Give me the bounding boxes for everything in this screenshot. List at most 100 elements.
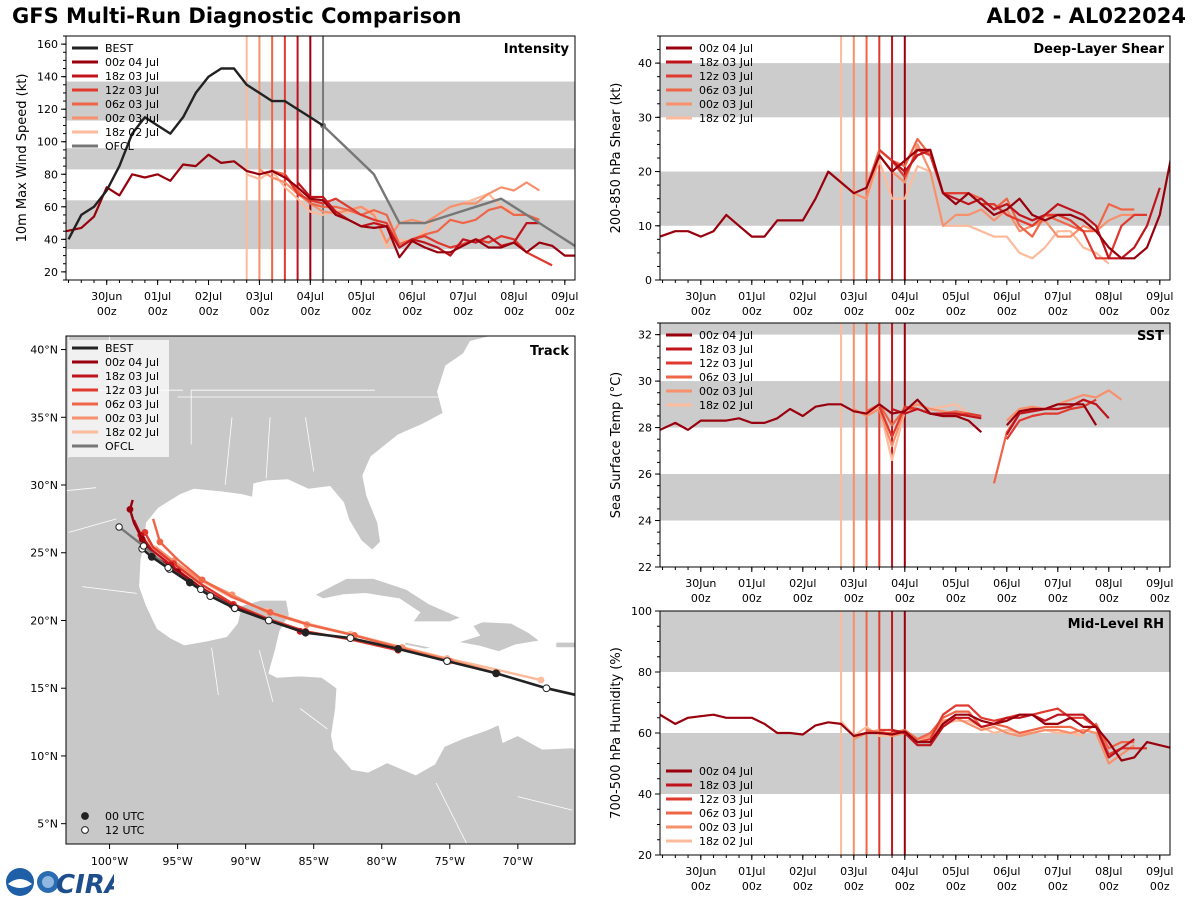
- shear-ylabel: 200-850 hPa Shear (kt): [609, 83, 624, 234]
- rh-xtick-date: 06Jul: [993, 865, 1020, 878]
- sst-frame: [659, 322, 1171, 568]
- shear-ytick-label: 0: [645, 274, 652, 287]
- storm-id-title: AL02 - AL022024: [986, 4, 1187, 28]
- shear-xtick-date: 07Jul: [1044, 290, 1071, 303]
- track-legend-bg: [69, 340, 169, 457]
- rh-xtick-date: 01Jul: [738, 865, 765, 878]
- track-frame: [65, 335, 576, 845]
- sst-xtick-hour: 00z: [1150, 592, 1170, 605]
- track-line-run_06z03: [151, 518, 451, 663]
- ofcl-track-point: [139, 542, 148, 550]
- sst-plot-area: [660, 323, 1170, 567]
- rh-xtick-hour: 00z: [691, 880, 711, 893]
- track-legend-label-run_00z03: 00z 03 Jul: [105, 412, 159, 425]
- shear-ytick-label: 40: [638, 57, 652, 70]
- sst-xtick-hour: 00z: [742, 592, 762, 605]
- intensity-xtick-hour: 00z: [504, 305, 524, 318]
- intensity-xtick-date: 08Jul: [500, 290, 527, 303]
- rh-xtick-date: 05Jul: [942, 865, 969, 878]
- intensity-xtick-hour: 00z: [300, 305, 320, 318]
- sst-legend-label-run_18z02: 18z 02 Jul: [699, 399, 753, 412]
- rh-xtick-hour: 00z: [997, 880, 1017, 893]
- track-ytick-label: 30°N: [30, 479, 58, 492]
- border-line-15: [517, 796, 573, 811]
- track-legend-label-run_00z04: 00z 04 Jul: [105, 356, 159, 369]
- intensity-legend-label-run_00z03: 00z 03 Jul: [105, 112, 159, 125]
- shear-ytick-label: 30: [638, 111, 652, 124]
- shear-legend-label-run_00z04: 00z 04 Jul: [699, 42, 753, 55]
- track-xtick-label: 70°W: [503, 855, 533, 868]
- track-legend-label-run_06z03: 06z 03 Jul: [105, 398, 159, 411]
- best-track-point: [492, 669, 500, 678]
- border-line-1: [224, 417, 233, 486]
- shear-xtick-date: 02Jul: [789, 290, 816, 303]
- best-track-point: [185, 578, 194, 587]
- intensity-legend-label-run_18z02: 18z 02 Jul: [105, 126, 159, 139]
- best-track-point: [443, 657, 451, 666]
- rh-xtick-date: 03Jul: [840, 865, 867, 878]
- sst-xtick-hour: 00z: [1048, 592, 1068, 605]
- shear-legend-label-run_18z03: 18z 03 Jul: [699, 56, 753, 69]
- intensity-xtick-date: 07Jul: [449, 290, 476, 303]
- intensity-xtick-date: 02Jul: [195, 290, 222, 303]
- rh-ytick-label: 40: [638, 788, 652, 801]
- sst-ytick-label: 24: [638, 515, 652, 528]
- intensity-legend-label-run_18z03: 18z 03 Jul: [105, 70, 159, 83]
- sst-ylabel: Sea Surface Temp (°C): [609, 372, 624, 519]
- border-line-0: [190, 389, 375, 445]
- shear-band-1: [660, 63, 1170, 118]
- best-track-point: [596, 697, 603, 704]
- sst-legend-label-run_00z04: 00z 04 Jul: [699, 329, 753, 342]
- intensity-legend-label-ofcl: OFCL: [105, 140, 135, 153]
- hispaniola: [457, 621, 541, 653]
- intensity-legend-label-best: BEST: [105, 42, 133, 55]
- rh-xtick-date: 30Jun: [685, 865, 716, 878]
- sst-ytick-label: 26: [638, 468, 652, 481]
- sst-xtick-date: 05Jul: [942, 577, 969, 590]
- intensity-xtick-hour: 00z: [351, 305, 371, 318]
- rh-legend-label-run_12z03: 12z 03 Jul: [699, 793, 753, 806]
- track-ytick-label: 15°N: [30, 682, 58, 695]
- rh-legend-label-run_00z03: 00z 03 Jul: [699, 821, 753, 834]
- rh-legend-label-run_06z03: 06z 03 Jul: [699, 807, 753, 820]
- mainland: [66, 336, 575, 844]
- intensity-legend-label-run_00z04: 00z 04 Jul: [105, 56, 159, 69]
- sst-ytick-label: 28: [638, 422, 652, 435]
- track-line-best: [141, 547, 575, 697]
- border-line-14: [435, 782, 468, 844]
- rh-legend-label-run_18z03: 18z 03 Jul: [699, 779, 753, 792]
- intensity-ylabel: 10m Max Wind Speed (kt): [15, 74, 30, 243]
- best-track-point: [147, 552, 156, 561]
- sst-xtick-date: 08Jul: [1095, 577, 1122, 590]
- shear-series-run_00z04: [660, 148, 1170, 260]
- intensity-xtick-hour: 00z: [97, 305, 117, 318]
- shear-ytick-label: 20: [638, 166, 652, 179]
- intensity-plot-area: [66, 36, 575, 280]
- cuba: [314, 578, 462, 623]
- ofcl-track-point: [197, 585, 205, 594]
- cira-logo-text: CIRA: [56, 870, 114, 898]
- marker-legend-12utc-dot: [81, 826, 89, 834]
- ofcl-track-point: [231, 604, 239, 612]
- intensity-xtick-date: 05Jul: [348, 290, 375, 303]
- intensity-panel: 20 40 60 80 100 120 140 160 30Jun 00z 01Jul 00z 02Ju…: [15, 35, 578, 318]
- sst-xtick-hour: 00z: [946, 592, 966, 605]
- noaa-emblem-icon: CIRA: [6, 868, 114, 898]
- rh-xtick-hour: 00z: [844, 880, 864, 893]
- intensity-series-run_06z03: [271, 169, 540, 246]
- shear-xtick-hour: 00z: [844, 305, 864, 318]
- intensity-xtick-hour: 00z: [453, 305, 473, 318]
- intensity-ytick-label: 120: [37, 103, 58, 116]
- track-panel-title: Track: [530, 344, 569, 359]
- track-ytick-label: 5°N: [37, 818, 58, 831]
- marker-legend-12utc-label: 12 UTC: [105, 824, 145, 837]
- sst-xtick-date: 02Jul: [789, 577, 816, 590]
- intensity-xtick-date: 06Jul: [398, 290, 425, 303]
- rh-series-run_06z03: [866, 710, 1135, 750]
- track-point-run_06z03: [266, 608, 274, 616]
- shear-xtick-date: 08Jul: [1095, 290, 1122, 303]
- rh-xtick-hour: 00z: [1048, 880, 1068, 893]
- intensity-xtick-hour: 00z: [555, 305, 575, 318]
- intensity-ytick-label: 140: [37, 71, 58, 84]
- intensity-xtick-hour: 00z: [402, 305, 422, 318]
